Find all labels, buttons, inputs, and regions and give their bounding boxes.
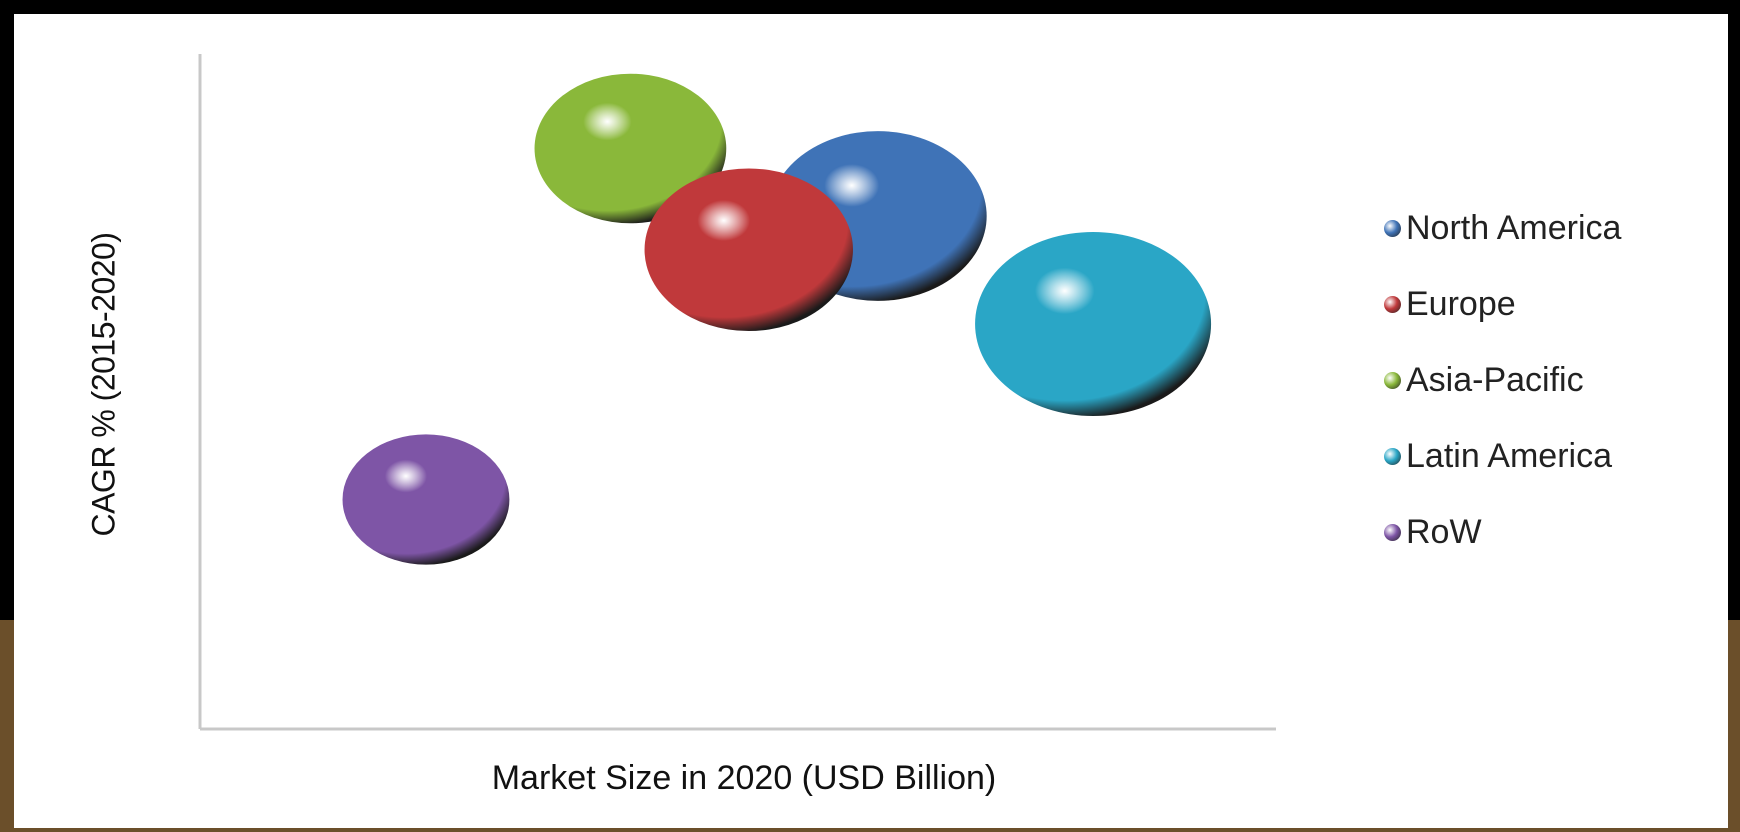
legend-label: RoW (1406, 512, 1482, 551)
y-axis-label: CAGR % (2015-2020) (54, 154, 154, 614)
bubble-layer (342, 73, 1212, 565)
legend-marker-asia-pacific (1384, 371, 1401, 389)
legend-label: North America (1406, 208, 1622, 247)
legend-item-row: RoW (1384, 512, 1714, 551)
legend-label: Europe (1406, 284, 1516, 323)
legend: North America Europe Asia-Pacific Latin Ame… (1384, 208, 1714, 590)
chart-frame: CAGR % (2015-2020) Market Size in 2020 (… (14, 14, 1728, 828)
x-axis-label: Market Size in 2020 (USD Billion) (491, 759, 997, 797)
legend-marker-europe (1384, 295, 1401, 313)
legend-marker-row (1384, 523, 1401, 541)
legend-marker-latin-america (1384, 447, 1401, 465)
bubble-row (342, 434, 510, 565)
bubble-europe (644, 168, 853, 332)
legend-label: Latin America (1406, 436, 1612, 475)
legend-item-north-america: North America (1384, 208, 1714, 247)
legend-item-europe: Europe (1384, 284, 1714, 323)
legend-item-latin-america: Latin America (1384, 436, 1714, 475)
bubble-asia-pacific (534, 73, 727, 224)
legend-item-asia-pacific: Asia-Pacific (1384, 360, 1714, 399)
legend-marker-north-america (1384, 219, 1401, 237)
legend-label: Asia-Pacific (1406, 360, 1584, 399)
bubble-chart (198, 54, 1276, 731)
y-axis-label-text: CAGR % (2015-2020) (85, 231, 122, 537)
bubble-latin-america (975, 231, 1212, 417)
